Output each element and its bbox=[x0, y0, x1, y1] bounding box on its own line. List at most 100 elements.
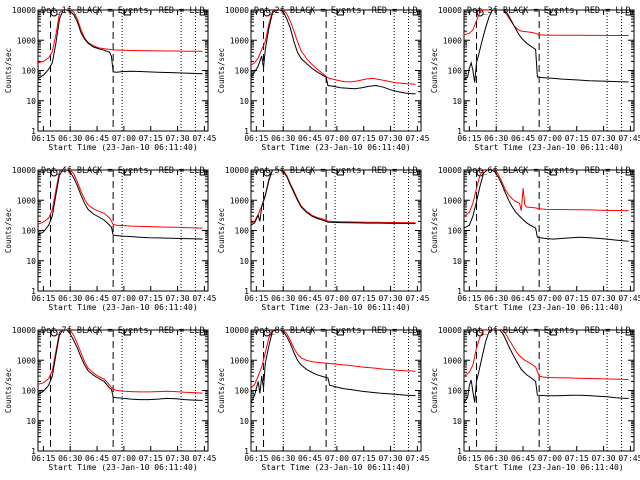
plot-frame bbox=[37, 9, 209, 132]
data-lines bbox=[464, 330, 629, 403]
data-lines bbox=[38, 10, 203, 79]
y-tick-label: 100 bbox=[235, 227, 250, 236]
panel-3: 1 10 100 1000 10000 06:15 06:30 06:45 07:00 07:15… bbox=[430, 6, 640, 152]
x-tick-label: 07:45 bbox=[192, 454, 216, 463]
lld-series-line bbox=[464, 170, 629, 217]
events-series-line bbox=[38, 10, 203, 79]
x-tick-label: 07:30 bbox=[379, 294, 403, 303]
y-axis-label: Counts/sec bbox=[217, 48, 226, 93]
y-axis-label: Counts/sec bbox=[430, 368, 439, 413]
x-tick-label: 07:30 bbox=[592, 134, 616, 143]
top-marker-square bbox=[625, 9, 633, 16]
events-series-line bbox=[251, 10, 416, 95]
x-tick-label: 06:15 bbox=[31, 294, 55, 303]
top-marker-square bbox=[412, 169, 420, 176]
panel-6: 1 10 100 1000 10000 06:15 06:30 06:45 07:00 07:15… bbox=[430, 166, 640, 312]
x-tick-label: 07:15 bbox=[352, 294, 376, 303]
top-marker-circle bbox=[263, 9, 271, 17]
events-series-line bbox=[464, 330, 629, 403]
panel-title: Det_8f BLACK = Events, RED = LLD bbox=[254, 326, 418, 336]
x-tick-label: 06:15 bbox=[244, 454, 268, 463]
panel-1: 1 10 100 1000 10000 06:15 06:30 06:45 07:00 07:15… bbox=[4, 6, 217, 152]
y-tick-label: 10000 bbox=[225, 166, 249, 175]
x-tick-label: 07:45 bbox=[192, 134, 216, 143]
y-tick-label: 10 bbox=[452, 97, 462, 106]
top-marker-square bbox=[625, 169, 633, 176]
x-tick-label: 06:30 bbox=[271, 294, 295, 303]
x-tick-label: 06:15 bbox=[31, 454, 55, 463]
x-tick-label: 07:15 bbox=[139, 454, 163, 463]
panel-title: Det_9f BLACK = Events, RED = LLD bbox=[467, 326, 631, 336]
panel-9: 1 10 100 1000 10000 06:15 06:30 06:45 07:00 07:15… bbox=[430, 326, 640, 472]
panel-4: 1 10 100 1000 10000 06:15 06:30 06:45 07:00 07:15… bbox=[4, 166, 217, 312]
x-tick-label: 07:15 bbox=[565, 294, 589, 303]
plot-frame bbox=[250, 169, 422, 292]
data-lines bbox=[464, 170, 629, 242]
x-tick-label: 06:30 bbox=[484, 294, 508, 303]
plot-frame bbox=[463, 329, 635, 452]
y-tick-label: 10000 bbox=[12, 6, 36, 15]
x-tick-label: 07:15 bbox=[565, 134, 589, 143]
top-marker-square bbox=[625, 329, 633, 336]
y-tick-label: 1 bbox=[31, 447, 36, 456]
y-tick-label: 10 bbox=[239, 97, 249, 106]
x-tick-label: 06:45 bbox=[298, 454, 322, 463]
panel-title: Det_5f BLACK = Events, RED = LLD bbox=[254, 166, 418, 176]
x-tick-label: 07:00 bbox=[538, 294, 562, 303]
data-lines bbox=[251, 10, 416, 95]
y-tick-label: 100 bbox=[448, 227, 463, 236]
x-tick-label: 07:00 bbox=[112, 454, 136, 463]
lld-series-line bbox=[38, 330, 203, 394]
x-tick-label: 07:00 bbox=[112, 134, 136, 143]
lld-series-line bbox=[38, 170, 203, 229]
y-tick-label: 100 bbox=[22, 227, 37, 236]
x-tick-label: 07:30 bbox=[166, 134, 190, 143]
top-marker-circle bbox=[263, 329, 271, 337]
panel-title: Det_3f BLACK = Events, RED = LLD bbox=[467, 6, 631, 16]
events-series-line bbox=[251, 330, 416, 403]
y-tick-label: 1000 bbox=[17, 196, 36, 205]
top-marker-square bbox=[336, 169, 344, 176]
y-tick-label: 1000 bbox=[17, 356, 36, 365]
y-tick-label: 1 bbox=[244, 127, 249, 136]
events-series-line bbox=[464, 170, 629, 242]
x-tick-label: 06:15 bbox=[457, 454, 481, 463]
data-lines bbox=[38, 330, 203, 401]
x-tick-label: 06:45 bbox=[85, 294, 109, 303]
x-tick-label: 06:45 bbox=[85, 454, 109, 463]
y-axis-label: Counts/sec bbox=[430, 208, 439, 253]
panel-title: Det_1f BLACK = Events, RED = LLD bbox=[41, 6, 205, 16]
x-tick-label: 07:00 bbox=[538, 134, 562, 143]
x-tick-label: 06:15 bbox=[457, 134, 481, 143]
top-marker-circle bbox=[476, 9, 484, 17]
x-tick-label: 07:15 bbox=[139, 294, 163, 303]
top-marker-square bbox=[549, 169, 557, 176]
y-axis-label: Counts/sec bbox=[4, 368, 13, 413]
top-marker-square bbox=[549, 9, 557, 16]
x-tick-label: 07:30 bbox=[166, 454, 190, 463]
x-tick-label: 07:45 bbox=[405, 134, 429, 143]
lld-series-line bbox=[251, 170, 416, 224]
x-tick-label: 07:30 bbox=[379, 134, 403, 143]
plot-frame bbox=[250, 329, 422, 452]
x-axis-label: Start Time (23-Jan-10 06:11:40) bbox=[48, 143, 197, 152]
panel-title: Det_7f BLACK = Events, RED = LLD bbox=[41, 326, 205, 336]
y-tick-label: 10000 bbox=[438, 166, 462, 175]
x-tick-label: 06:15 bbox=[244, 134, 268, 143]
y-tick-label: 100 bbox=[448, 67, 463, 76]
y-tick-label: 10 bbox=[239, 257, 249, 266]
y-tick-label: 100 bbox=[22, 387, 37, 396]
y-tick-label: 1000 bbox=[230, 356, 249, 365]
top-marker-square bbox=[336, 9, 344, 16]
x-axis-label: Start Time (23-Jan-10 06:11:40) bbox=[261, 303, 410, 312]
x-tick-label: 07:45 bbox=[618, 454, 640, 463]
data-lines bbox=[38, 170, 203, 240]
y-tick-label: 10 bbox=[239, 417, 249, 426]
y-tick-label: 10000 bbox=[438, 6, 462, 15]
x-tick-label: 07:00 bbox=[325, 134, 349, 143]
y-tick-label: 1000 bbox=[443, 36, 462, 45]
y-axis-label: Counts/sec bbox=[4, 208, 13, 253]
x-tick-label: 07:00 bbox=[325, 294, 349, 303]
y-tick-label: 1000 bbox=[230, 196, 249, 205]
plot-frame bbox=[37, 169, 209, 292]
